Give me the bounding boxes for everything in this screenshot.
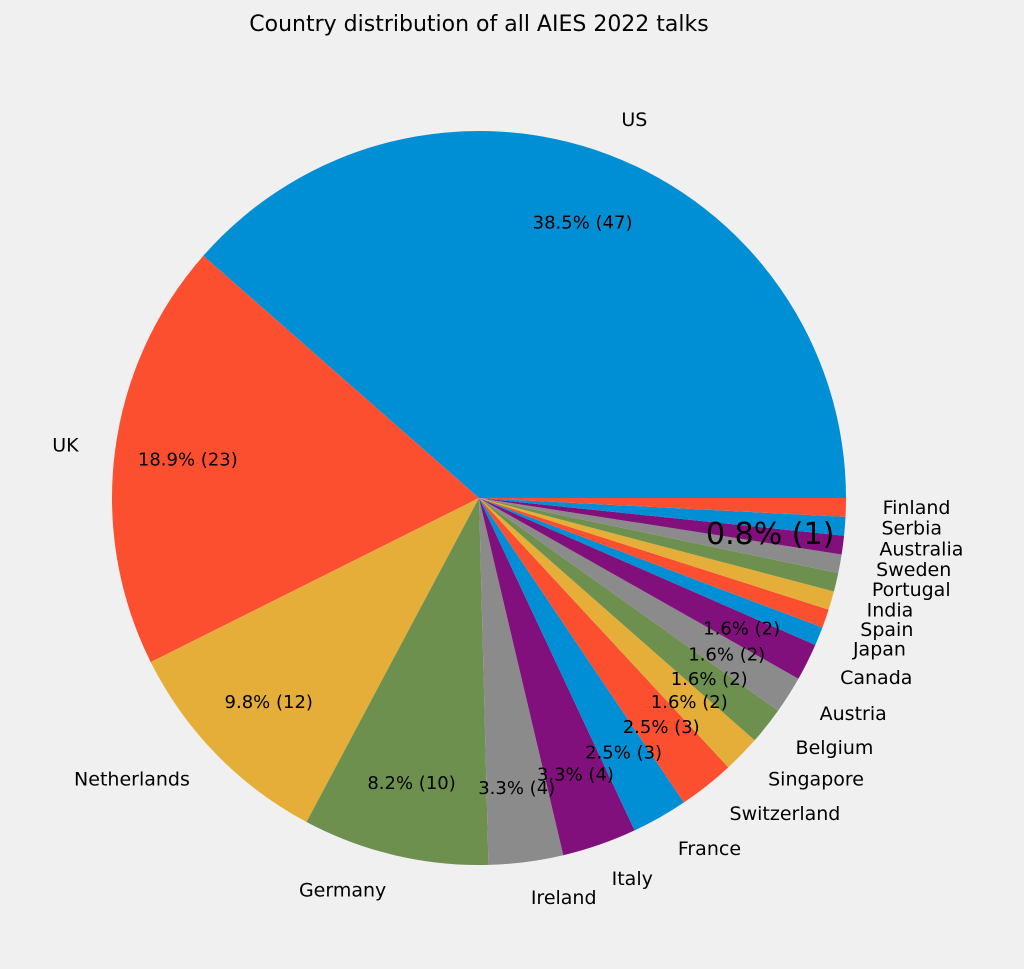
pie-slice-australia [479,498,845,555]
percent-label-uk: 18.9% (23) [138,449,238,470]
percent-label-canada: 1.6% (2) [703,618,780,639]
percent-label-austria: 1.6% (2) [688,645,765,666]
pie-slice-singapore [479,498,755,768]
percent-label-belgium: 1.6% (2) [671,669,748,690]
country-label-finland: Finland [883,497,951,519]
pie-slice-ireland [479,498,564,865]
country-label-italy: Italy [612,868,653,890]
pie-slice-netherlands [150,498,479,822]
pie-slice-italy [479,498,635,856]
country-label-india: India [867,599,914,621]
pie-slice-uk [111,255,480,663]
pie-slice-portugal [479,498,839,592]
pie-slice-germany [306,498,489,865]
country-label-canada: Canada [840,667,912,689]
country-label-serbia: Serbia [881,518,942,540]
percent-label-ireland: 3.3% (4) [478,778,555,799]
pie-slice-austria [479,498,799,711]
percent-label-singapore: 1.6% (2) [651,692,728,713]
percent-label-france: 2.5% (3) [585,743,662,764]
percent-label-italy: 3.3% (4) [537,764,614,785]
country-label-us: US [621,109,647,131]
pie-slice-india [479,498,834,610]
country-label-belgium: Belgium [796,737,874,759]
percent-label-germany: 8.2% (10) [367,773,455,794]
country-label-switzerland: Switzerland [730,803,841,825]
country-label-austria: Austria [820,703,887,725]
country-label-singapore: Singapore [768,768,864,790]
pie-slice-us [203,131,846,498]
country-label-uk: UK [52,435,79,457]
country-label-sweden: Sweden [876,559,951,581]
pie-slice-serbia [479,498,846,536]
percent-label-us: 38.5% (47) [533,212,633,233]
percent-label-switzerland: 2.5% (3) [623,717,700,738]
pie-slice-canada [479,498,816,679]
country-label-portugal: Portugal [872,579,951,601]
pie-slice-france [479,498,684,831]
pie-slice-switzerland [479,498,729,803]
pie-slice-belgium [479,498,779,741]
country-label-ireland: Ireland [531,887,597,909]
country-label-france: France [678,838,741,860]
country-label-netherlands: Netherlands [74,768,190,790]
pie-slice-spain [479,498,829,628]
percent-labels: 38.5% (47) 18.9% (23) 9.8% (12) 8.2% (10) 3.… [138,212,834,799]
country-label-japan: Japan [852,639,906,661]
pie-slice-finland [479,498,846,517]
chart-title: Country distribution of all AIES 2022 ta… [249,12,708,37]
pie-slices [111,131,846,865]
pie-slice-sweden [479,498,842,574]
country-labels: US UK Netherlands Germany Ireland Italy France… [52,109,963,909]
country-label-germany: Germany [299,879,386,901]
pie-slice-japan [479,498,823,645]
percent-label-netherlands: 9.8% (12) [225,692,313,713]
percent-label-australia: 0.8% (1) [706,517,834,552]
country-label-australia: Australia [879,538,963,560]
country-label-spain: Spain [860,619,913,641]
